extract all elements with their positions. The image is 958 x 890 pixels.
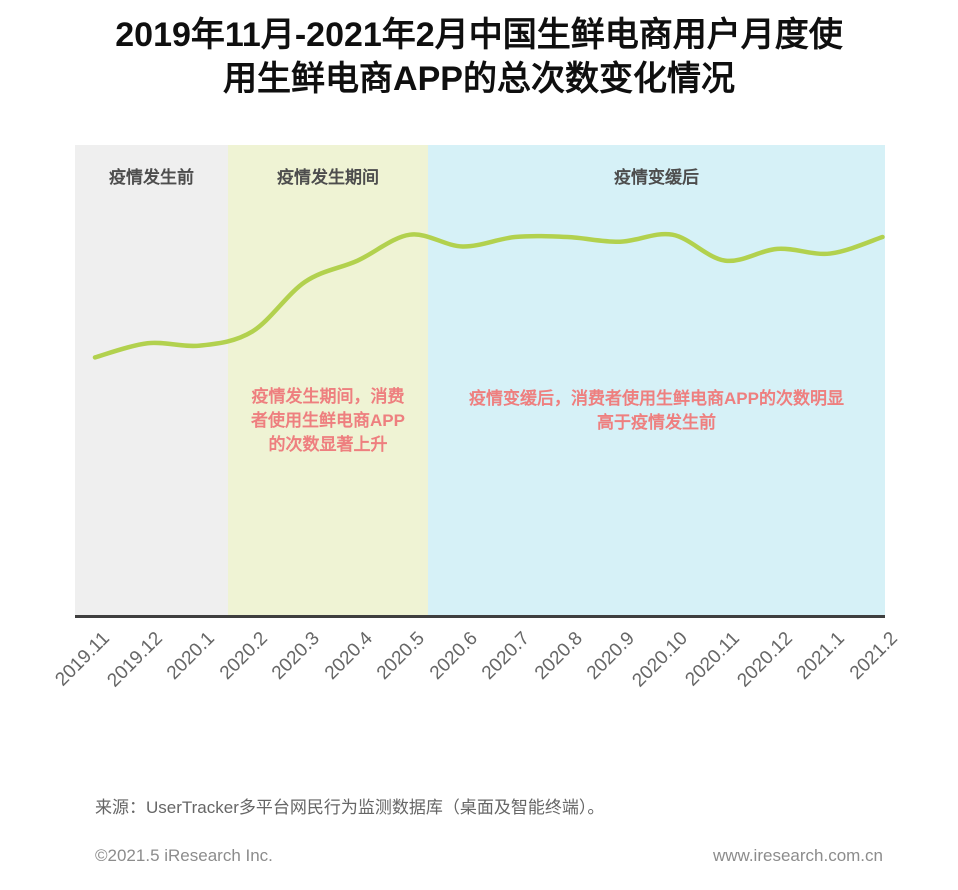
x-tick-label: 2020.8 bbox=[530, 628, 587, 684]
zone-during-pandemic bbox=[228, 145, 428, 617]
trend-line-svg bbox=[92, 231, 885, 360]
zone-pre-pandemic bbox=[75, 145, 228, 617]
trend-line-path bbox=[92, 231, 885, 360]
x-tick-label: 2020.12 bbox=[732, 628, 797, 692]
x-tick-label: 2020.1 bbox=[162, 628, 219, 684]
x-tick-label: 2020.2 bbox=[215, 628, 272, 684]
x-tick-label: 2020.11 bbox=[681, 628, 744, 691]
annotation-line: 高于疫情发生前 bbox=[597, 413, 716, 432]
plot-area: 疫情发生前 疫情发生期间 疫情变缓后 疫情发生期间，消费 者使用生鲜电商APP … bbox=[75, 145, 885, 618]
chart-title-line-1: 2019年11月-2021年2月中国生鲜电商用户月度使 bbox=[115, 16, 843, 54]
website-url: www.iresearch.com.cn bbox=[712, 846, 883, 865]
x-axis-line bbox=[75, 615, 885, 618]
copyright-text: ©2021.5 iResearch Inc. bbox=[95, 846, 273, 865]
x-tick-label: 2019.12 bbox=[102, 628, 167, 692]
chart-title: 2019年11月-2021年2月中国生鲜电商用户月度使 用生鲜电商APP的总次数… bbox=[0, 14, 958, 101]
x-tick-label: 2019.11 bbox=[51, 628, 114, 691]
footer: ©2021.5 iResearch Inc. www.iresearch.com… bbox=[95, 846, 883, 866]
x-tick-label: 2020.10 bbox=[627, 628, 692, 692]
x-tick-label: 2020.3 bbox=[267, 628, 324, 684]
annotation-line: 的次数显著上升 bbox=[268, 435, 388, 454]
annotation-line: 疫情发生期间，消费 bbox=[251, 387, 405, 406]
x-tick-label: 2020.5 bbox=[372, 628, 429, 684]
x-tick-label: 2020.6 bbox=[425, 628, 482, 684]
zone-label-during-pandemic: 疫情发生期间 bbox=[277, 168, 379, 187]
x-tick-label: 2020.4 bbox=[320, 628, 377, 684]
annotation-post-pandemic: 疫情变缓后，消费者使用生鲜电商APP的次数明显 高于疫情发生前 bbox=[428, 387, 885, 435]
zone-label-pre-pandemic: 疫情发生前 bbox=[109, 168, 194, 187]
chart-title-line-2: 用生鲜电商APP的总次数变化情况 bbox=[223, 59, 735, 98]
x-tick-label: 2021.2 bbox=[845, 628, 902, 684]
x-tick-label: 2020.7 bbox=[477, 628, 534, 684]
zone-post-pandemic bbox=[428, 145, 885, 617]
zone-label-post-pandemic: 疫情变缓后 bbox=[614, 168, 699, 187]
annotation-line: 疫情变缓后，消费者使用生鲜电商APP的次数明显 bbox=[469, 389, 844, 408]
source-note: 来源：UserTracker多平台网民行为监测数据库（桌面及智能终端）。 bbox=[95, 798, 605, 817]
x-tick-label: 2021.1 bbox=[792, 628, 849, 684]
x-tick-label: 2020.9 bbox=[582, 628, 639, 684]
annotation-during-pandemic: 疫情发生期间，消费 者使用生鲜电商APP 的次数显著上升 bbox=[225, 385, 431, 457]
annotation-line: 者使用生鲜电商APP bbox=[251, 411, 405, 430]
